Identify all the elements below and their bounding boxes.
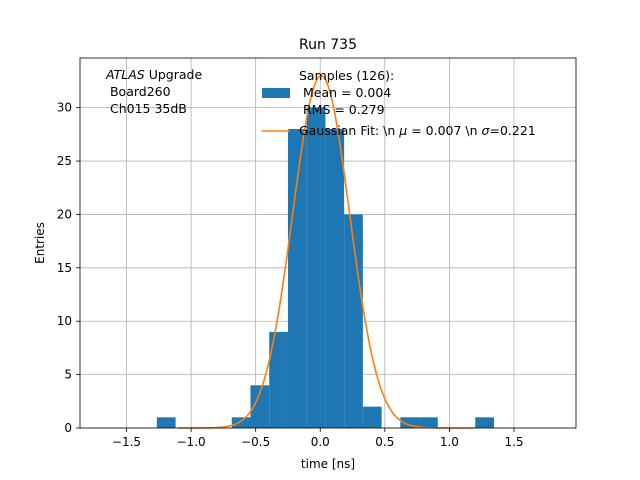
legend-samples-line-3: RMS = 0.279 [299, 102, 385, 117]
x-tick-label-5: 1.0 [440, 435, 459, 449]
annotation-line-3: Ch015 35dB [106, 101, 187, 116]
histogram-bar-8 [362, 406, 382, 428]
y-tick-label-3: 15 [57, 261, 72, 275]
histogram-bar-5 [306, 107, 326, 428]
x-axis-ticks: −1.5 −1.0 −0.5 0.0 0.5 1.0 1.5 [112, 428, 524, 449]
histogram-bar-10 [419, 417, 438, 428]
x-tick-label-4: 0.5 [375, 435, 394, 449]
histogram-bars [156, 107, 494, 428]
y-tick-label-5: 25 [57, 154, 72, 168]
legend-fit-label: Gaussian Fit: \n μ = 0.007 \n σ=0.221 [299, 123, 536, 138]
y-axis-label: Entries [33, 222, 47, 264]
annotation-line-1: ATLAS Upgrade [105, 67, 202, 82]
x-tick-label-1: −1.0 [177, 435, 206, 449]
x-axis-label: time [ns] [301, 457, 355, 471]
annotation-line-2: Board260 [106, 84, 171, 99]
y-tick-label-4: 20 [57, 207, 72, 221]
annotation-upgrade: Upgrade [145, 67, 203, 82]
legend-fit-sigma-symbol: σ [482, 123, 491, 138]
chart-title: Run 735 [299, 37, 357, 53]
y-tick-label-0: 0 [64, 421, 72, 435]
x-tick-label-3: 0.0 [311, 435, 330, 449]
annotation-atlas: ATLAS [105, 67, 145, 82]
histogram-bar-9 [400, 417, 420, 428]
plot-frame [79, 57, 577, 429]
y-tick-label-6: 30 [57, 101, 72, 115]
x-tick-label-2: −0.5 [241, 435, 270, 449]
histogram-bar-3 [269, 331, 288, 428]
legend-samples-line-1: Samples (126): [299, 68, 394, 83]
histogram-bar-1 [231, 417, 251, 428]
legend-fit-sigma-value: =0.221 [489, 123, 535, 138]
y-tick-label-1: 5 [64, 368, 72, 382]
legend-samples-line-2: Mean = 0.004 [299, 85, 391, 100]
legend-patch-samples [262, 88, 290, 98]
y-axis-ticks: 0 5 10 15 20 25 30 [57, 101, 80, 435]
histogram-bar-11 [475, 417, 494, 428]
legend: Samples (126): Mean = 0.004 RMS = 0.279 … [262, 68, 536, 138]
histogram-bar-6 [325, 129, 345, 428]
legend-fit-mu-symbol: μ [398, 123, 407, 138]
legend-fit-prefix: Gaussian Fit: \n [299, 123, 399, 138]
histogram-bar-0 [156, 417, 176, 428]
gaussian-fit [178, 74, 476, 429]
x-tick-label-6: 1.5 [504, 435, 523, 449]
histogram-bar-7 [344, 214, 363, 428]
histogram-bar-2 [250, 385, 270, 428]
histogram-bar-4 [287, 129, 307, 428]
y-tick-label-2: 10 [57, 314, 72, 328]
atlas-annotation: ATLAS Upgrade Board260 Ch015 35dB [105, 67, 202, 116]
legend-fit-mu-value: = 0.007 \n [407, 123, 481, 138]
x-tick-label-0: −1.5 [112, 435, 141, 449]
gaussian-fit-line [178, 74, 476, 429]
